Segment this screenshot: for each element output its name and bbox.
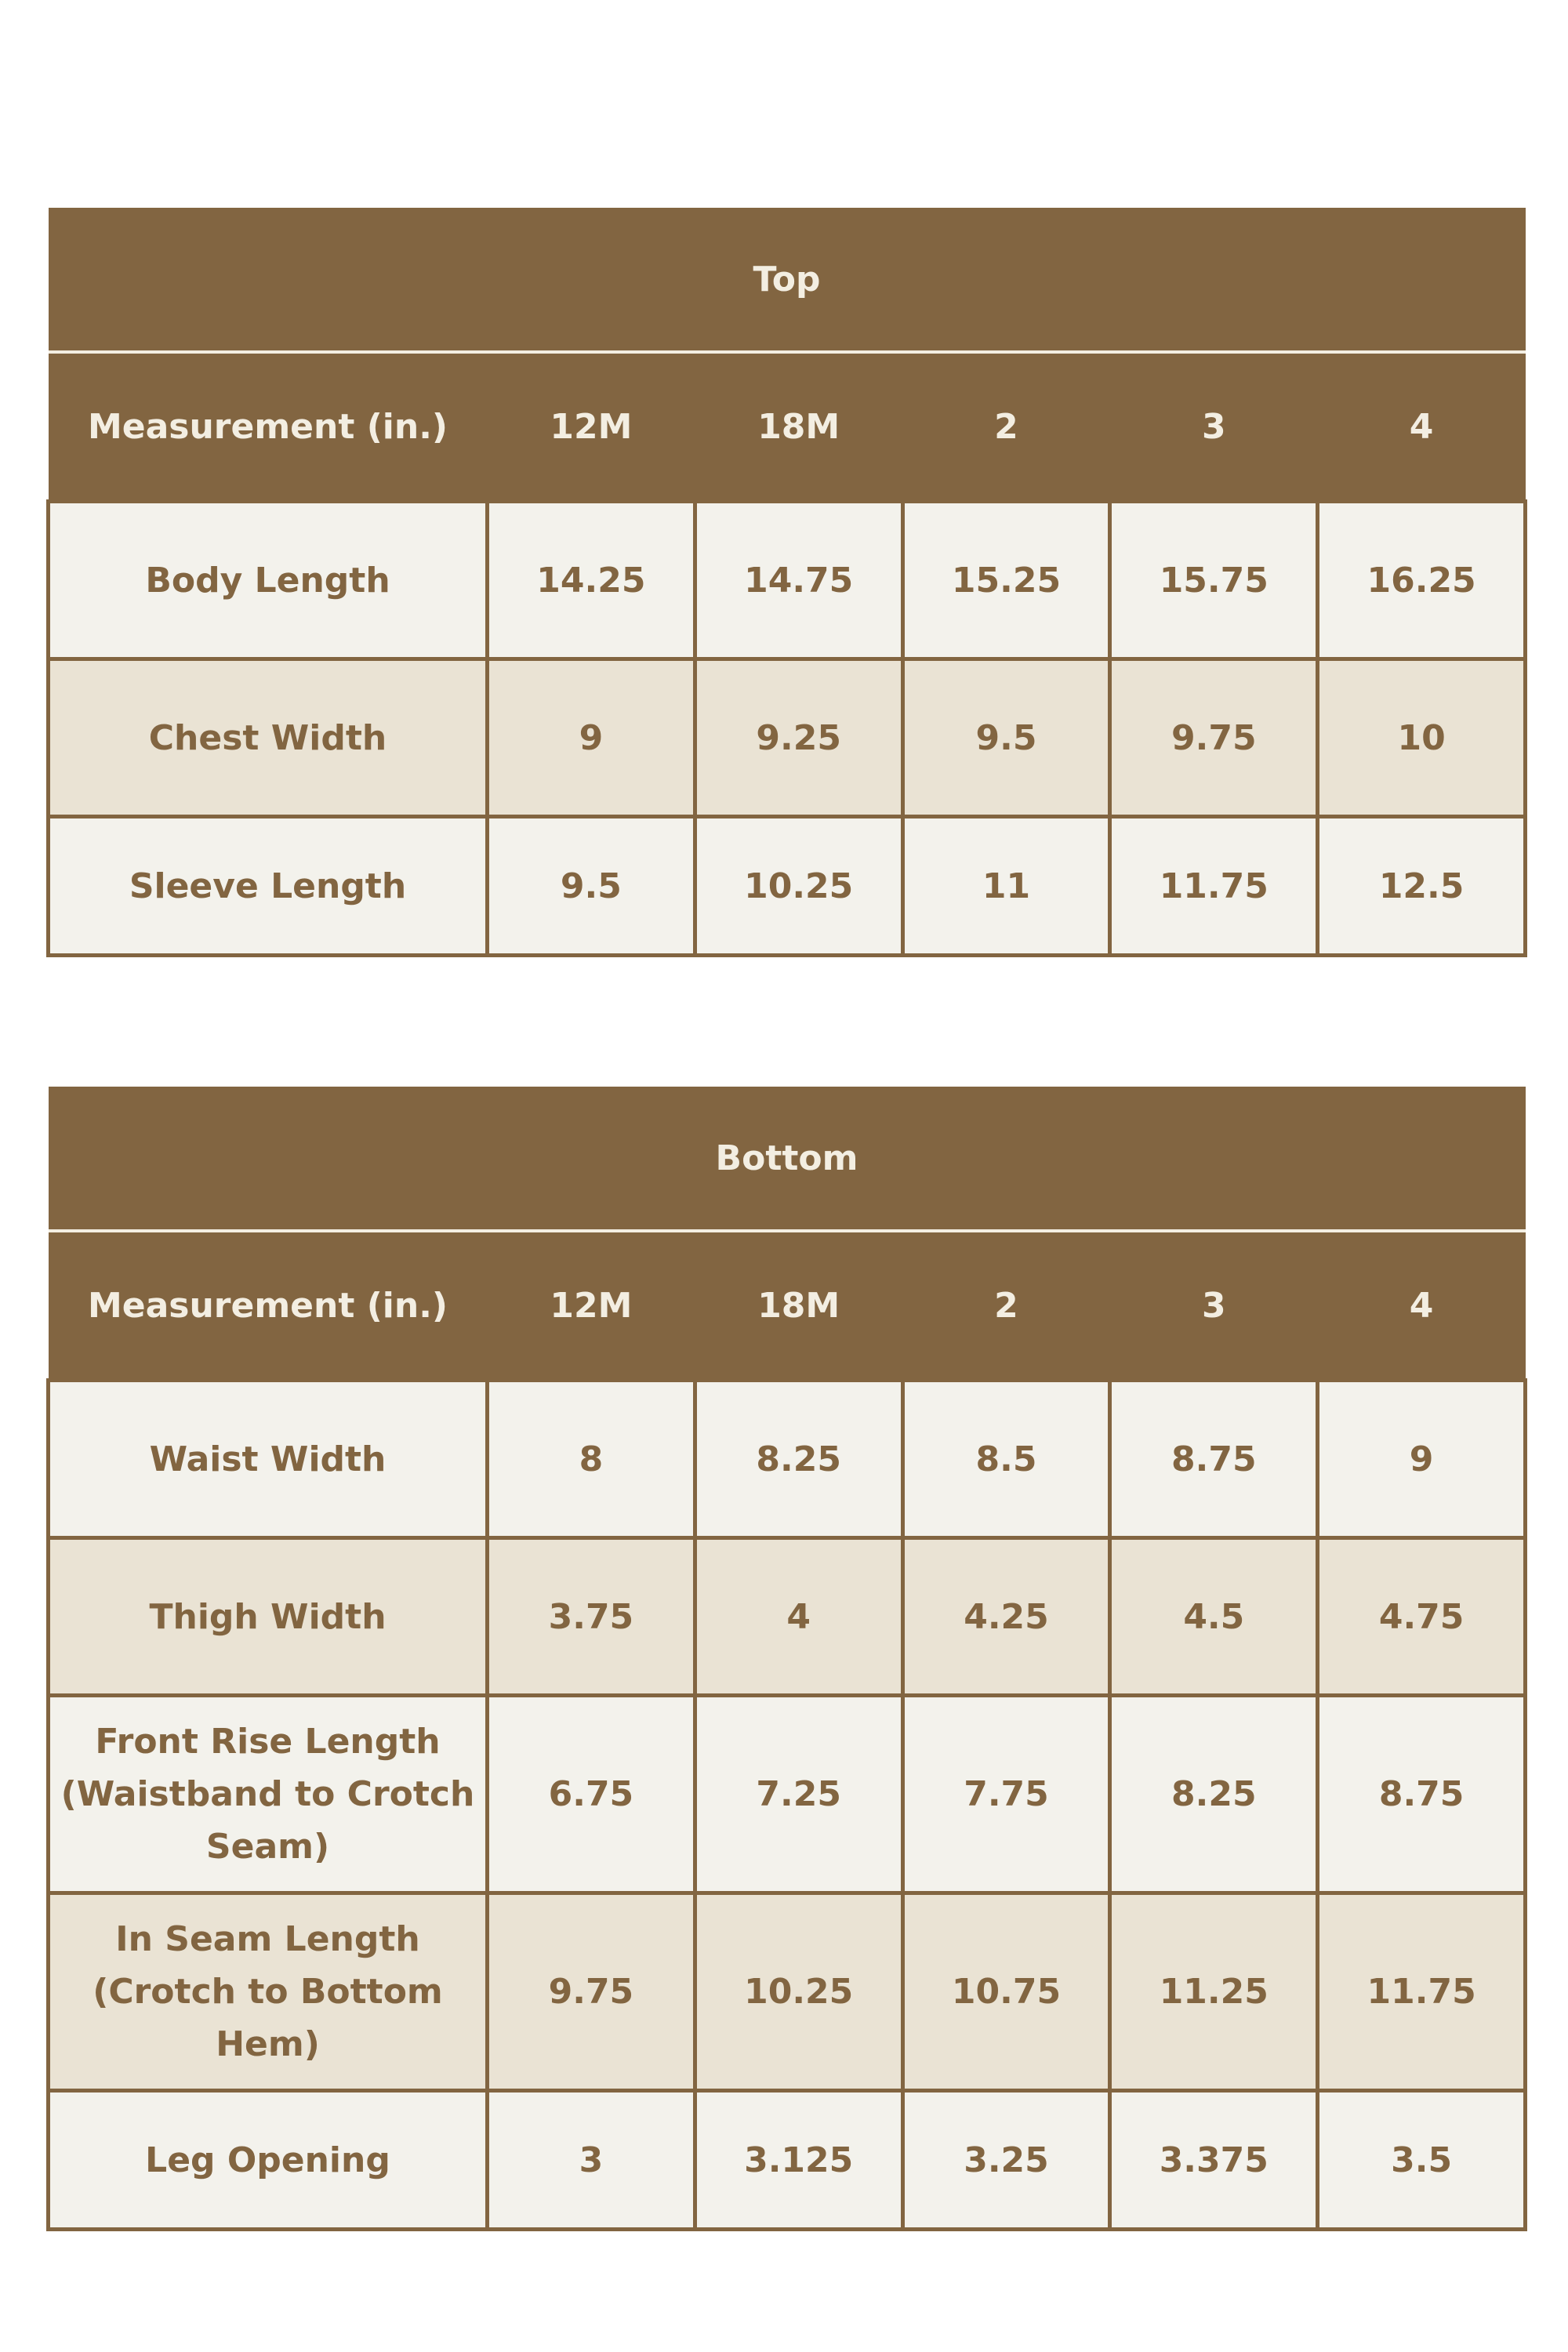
row-label: Front Rise Length (Waistband to Crotch S… bbox=[46, 1693, 489, 1895]
bottom-size-table: Bottom Measurement (in.) 12M 18M 2 3 4 W… bbox=[46, 1087, 1528, 2231]
table-cell: 3.25 bbox=[900, 2089, 1112, 2231]
table-cell: 11.25 bbox=[1108, 1891, 1320, 2092]
table-cell: 8.75 bbox=[1316, 1693, 1528, 1895]
table-cell: 9.25 bbox=[692, 657, 905, 818]
column-header: 3 bbox=[1109, 352, 1318, 502]
table-cell: 10.75 bbox=[900, 1891, 1112, 2092]
row-label: Waist Width bbox=[46, 1378, 489, 1540]
table-row: Waist Width 8 8.25 8.5 8.75 9 bbox=[46, 1378, 1528, 1540]
table-cell: 11.75 bbox=[1108, 815, 1320, 957]
table-cell: 4.5 bbox=[1108, 1536, 1320, 1697]
table-cell: 8.25 bbox=[692, 1378, 905, 1540]
table-row: Leg Opening 3 3.125 3.25 3.375 3.5 bbox=[46, 2089, 1528, 2231]
table-cell: 16.25 bbox=[1316, 499, 1528, 661]
table-cell: 4.75 bbox=[1316, 1536, 1528, 1697]
table-title: Bottom bbox=[48, 1087, 1526, 1232]
table-title-row: Top bbox=[48, 208, 1526, 354]
column-header: Measurement (in.) bbox=[48, 352, 488, 502]
table-cell: 8.5 bbox=[900, 1378, 1112, 1540]
table-title-row: Bottom bbox=[48, 1087, 1526, 1232]
column-header: 12M bbox=[487, 352, 695, 502]
table-cell: 7.25 bbox=[692, 1693, 905, 1895]
table-row: Chest Width 9 9.25 9.5 9.75 10 bbox=[46, 657, 1528, 818]
table-cell: 3 bbox=[485, 2089, 697, 2231]
table-cell: 15.75 bbox=[1108, 499, 1320, 661]
column-header: 18M bbox=[695, 352, 903, 502]
table-cell: 10 bbox=[1316, 657, 1528, 818]
table-cell: 8.75 bbox=[1108, 1378, 1320, 1540]
column-header: Measurement (in.) bbox=[48, 1231, 488, 1381]
row-label: Chest Width bbox=[46, 657, 489, 818]
row-label: Leg Opening bbox=[46, 2089, 489, 2231]
table-cell: 10.25 bbox=[692, 815, 905, 957]
row-label: Thigh Width bbox=[46, 1536, 489, 1697]
table-row: In Seam Length (Crotch to Bottom Hem) 9.… bbox=[46, 1891, 1528, 2092]
table-row: Thigh Width 3.75 4 4.25 4.5 4.75 bbox=[46, 1536, 1528, 1697]
table-cell: 10.25 bbox=[692, 1891, 905, 2092]
column-header: 2 bbox=[902, 1231, 1110, 1381]
table-header-row: Measurement (in.) 12M 18M 2 3 4 bbox=[48, 1231, 1526, 1381]
top-size-table: Top Measurement (in.) 12M 18M 2 3 4 Body… bbox=[46, 208, 1528, 957]
table-cell: 4.25 bbox=[900, 1536, 1112, 1697]
column-header: 3 bbox=[1109, 1231, 1318, 1381]
table-cell: 11 bbox=[900, 815, 1112, 957]
table-row: Sleeve Length 9.5 10.25 11 11.75 12.5 bbox=[46, 815, 1528, 957]
column-header: 2 bbox=[902, 352, 1110, 502]
row-label: Sleeve Length bbox=[46, 815, 489, 957]
row-label: Body Length bbox=[46, 499, 489, 661]
table-cell: 3.375 bbox=[1108, 2089, 1320, 2231]
table-cell: 3.75 bbox=[485, 1536, 697, 1697]
table-title: Top bbox=[48, 208, 1526, 354]
table-row: Body Length 14.25 14.75 15.25 15.75 16.2… bbox=[46, 499, 1528, 661]
table-cell: 9.5 bbox=[485, 815, 697, 957]
table-cell: 7.75 bbox=[900, 1693, 1112, 1895]
column-header: 12M bbox=[487, 1231, 695, 1381]
table-cell: 6.75 bbox=[485, 1693, 697, 1895]
column-header: 4 bbox=[1317, 352, 1526, 502]
table-cell: 9.5 bbox=[900, 657, 1112, 818]
column-header: 18M bbox=[695, 1231, 903, 1381]
table-cell: 9.75 bbox=[485, 1891, 697, 2092]
table-cell: 12.5 bbox=[1316, 815, 1528, 957]
column-header: 4 bbox=[1317, 1231, 1526, 1381]
table-cell: 9 bbox=[485, 657, 697, 818]
table-cell: 9.75 bbox=[1108, 657, 1320, 818]
table-cell: 11.75 bbox=[1316, 1891, 1528, 2092]
table-cell: 8.25 bbox=[1108, 1693, 1320, 1895]
table-cell: 9 bbox=[1316, 1378, 1528, 1540]
table-header-row: Measurement (in.) 12M 18M 2 3 4 bbox=[48, 352, 1526, 502]
table-row: Front Rise Length (Waistband to Crotch S… bbox=[46, 1693, 1528, 1895]
table-cell: 14.25 bbox=[485, 499, 697, 661]
table-cell: 3.5 bbox=[1316, 2089, 1528, 2231]
table-cell: 15.25 bbox=[900, 499, 1112, 661]
table-cell: 8 bbox=[485, 1378, 697, 1540]
table-cell: 3.125 bbox=[692, 2089, 905, 2231]
table-cell: 4 bbox=[692, 1536, 905, 1697]
row-label: In Seam Length (Crotch to Bottom Hem) bbox=[46, 1891, 489, 2092]
table-cell: 14.75 bbox=[692, 499, 905, 661]
